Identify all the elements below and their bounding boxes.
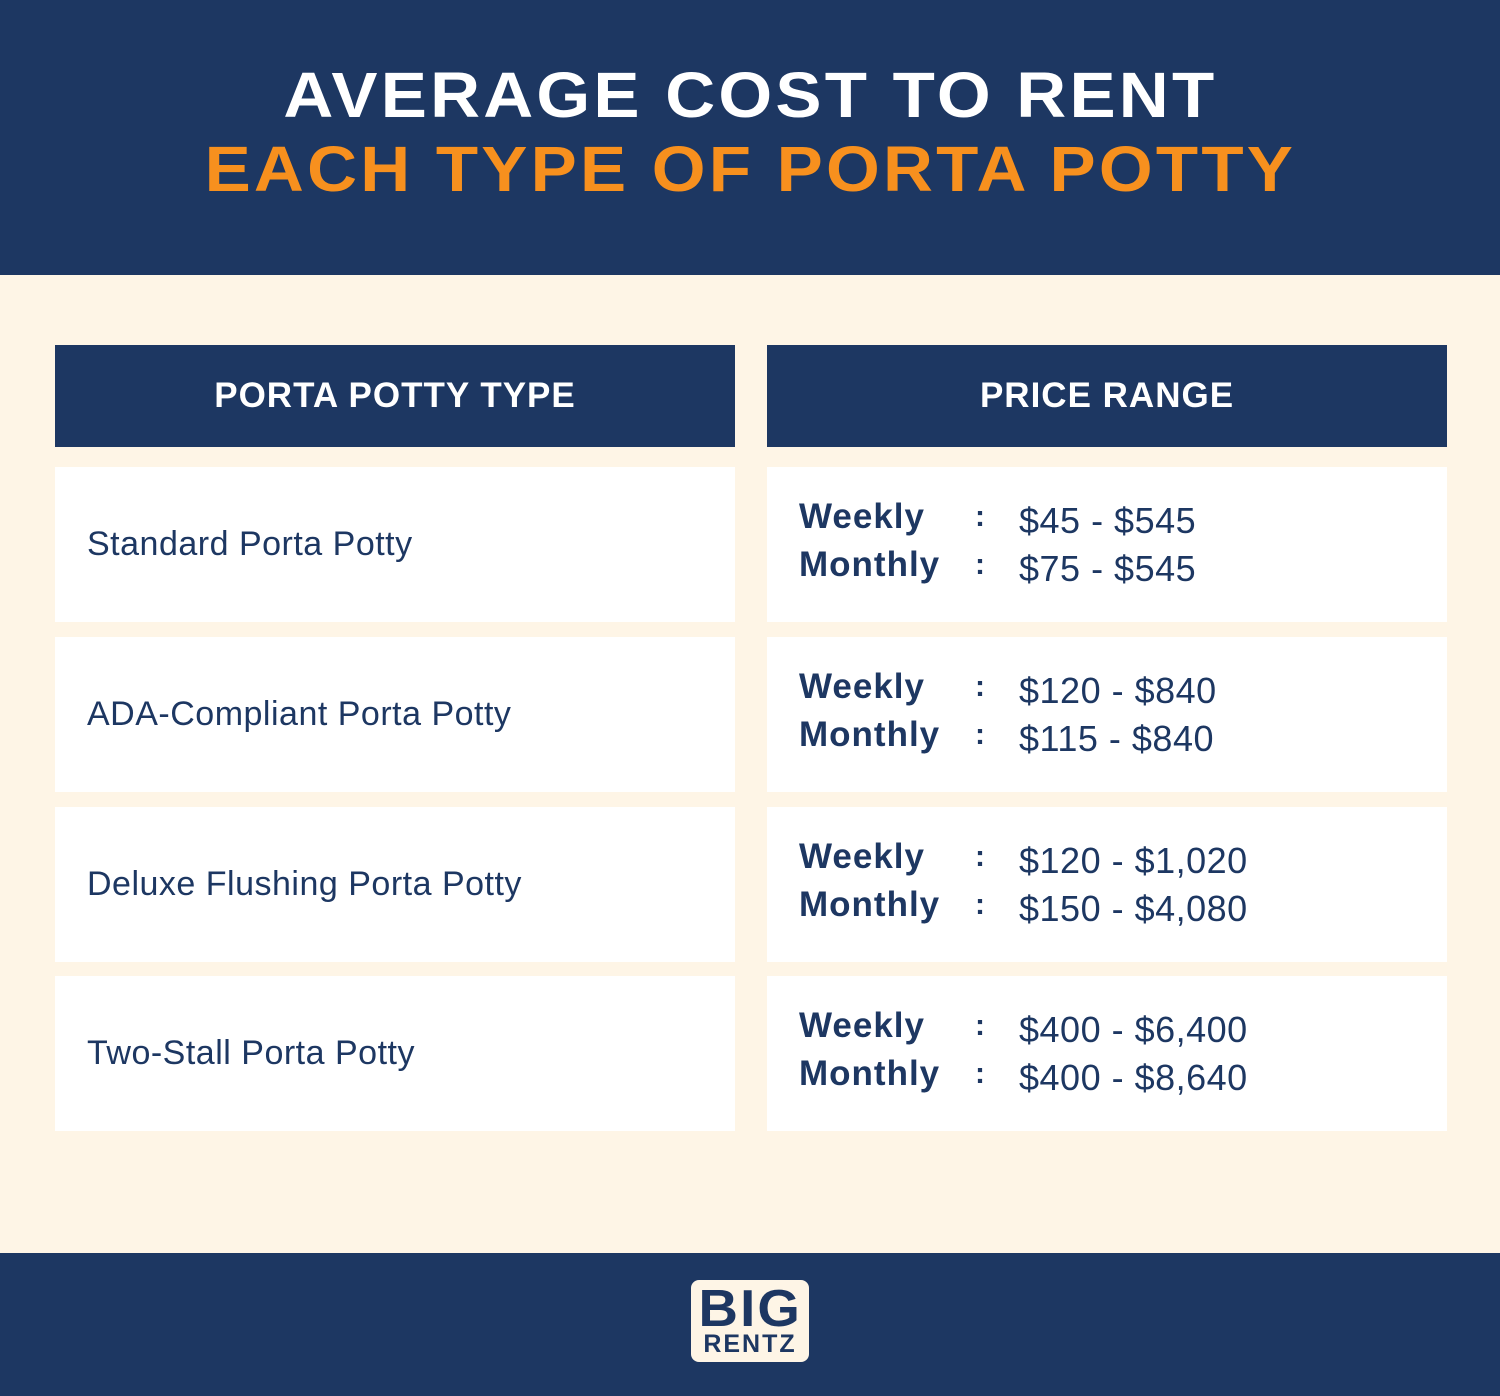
table-row-type-cell: Deluxe Flushing Porta Potty xyxy=(55,807,735,962)
price-value: $120 - $840 xyxy=(1019,670,1217,711)
price-value: $115 - $840 xyxy=(1019,718,1214,759)
price-label: Weekly xyxy=(799,667,925,706)
price-separator: : xyxy=(975,840,985,873)
logo-big-text: BIG xyxy=(698,1279,802,1338)
column-header-price: PRICE RANGE xyxy=(767,345,1447,447)
porta-potty-type: Two-Stall Porta Potty xyxy=(87,1034,415,1072)
price-block: Weekly : $120 - $1,020 Monthly : $150 - … xyxy=(799,833,1248,929)
price-separator: : xyxy=(975,1009,985,1042)
price-block: Weekly : $400 - $6,400 Monthly : $400 - … xyxy=(799,1002,1248,1098)
price-value: $400 - $6,400 xyxy=(1019,1009,1248,1050)
price-value: $75 - $545 xyxy=(1019,548,1197,589)
table-row-type-cell: ADA-Compliant Porta Potty xyxy=(55,637,735,792)
price-label: Monthly xyxy=(799,715,941,754)
price-label: Weekly xyxy=(799,837,925,876)
price-row-monthly: Monthly : $150 - $4,080 xyxy=(799,881,1248,929)
price-row-monthly: Monthly : $115 - $840 xyxy=(799,711,1217,759)
porta-potty-type: Deluxe Flushing Porta Potty xyxy=(87,865,522,903)
footer-banner: BIG RENTZ xyxy=(0,1253,1500,1396)
price-row-weekly: Weekly : $120 - $840 xyxy=(799,663,1217,711)
title-line-2: EACH TYPE OF PORTA POTTY xyxy=(204,132,1296,205)
price-row-monthly: Monthly : $75 - $545 xyxy=(799,541,1196,589)
column-header-type: PORTA POTTY TYPE xyxy=(55,345,735,447)
logo-rentz-text: RENTZ xyxy=(703,1329,797,1358)
price-separator: : xyxy=(975,670,985,703)
price-value: $150 - $4,080 xyxy=(1019,888,1248,929)
price-label: Monthly xyxy=(799,885,941,924)
title-line-1: AVERAGE COST TO RENT xyxy=(283,58,1217,131)
price-value: $400 - $8,640 xyxy=(1019,1057,1248,1098)
bigrentz-logo: BIG RENTZ xyxy=(691,1279,809,1362)
table-row-price-cell: Weekly : $45 - $545 Monthly : $75 - $545 xyxy=(767,467,1447,622)
price-row-weekly: Weekly : $45 - $545 xyxy=(799,493,1196,541)
price-separator: : xyxy=(975,1057,985,1090)
porta-potty-type: Standard Porta Potty xyxy=(87,525,413,563)
price-value: $45 - $545 xyxy=(1019,500,1197,541)
price-value: $120 - $1,020 xyxy=(1019,840,1248,881)
price-separator: : xyxy=(975,548,985,581)
title-banner: AVERAGE COST TO RENT EACH TYPE OF PORTA … xyxy=(0,0,1500,275)
price-block: Weekly : $45 - $545 Monthly : $75 - $545 xyxy=(799,493,1196,589)
table-row-type-cell: Standard Porta Potty xyxy=(55,467,735,622)
table-row-price-cell: Weekly : $120 - $1,020 Monthly : $150 - … xyxy=(767,807,1447,962)
price-label: Monthly xyxy=(799,1054,941,1093)
table-row-price-cell: Weekly : $120 - $840 Monthly : $115 - $8… xyxy=(767,637,1447,792)
price-label: Weekly xyxy=(799,1006,925,1045)
price-row-monthly: Monthly : $400 - $8,640 xyxy=(799,1050,1248,1098)
price-row-weekly: Weekly : $400 - $6,400 xyxy=(799,1002,1248,1050)
price-label: Monthly xyxy=(799,545,941,584)
price-row-weekly: Weekly : $120 - $1,020 xyxy=(799,833,1248,881)
price-separator: : xyxy=(975,718,985,751)
porta-potty-type: ADA-Compliant Porta Potty xyxy=(87,695,512,733)
price-separator: : xyxy=(975,888,985,921)
price-block: Weekly : $120 - $840 Monthly : $115 - $8… xyxy=(799,663,1217,759)
price-separator: : xyxy=(975,500,985,533)
table-row-type-cell: Two-Stall Porta Potty xyxy=(55,976,735,1131)
price-label: Weekly xyxy=(799,497,925,536)
table-row-price-cell: Weekly : $400 - $6,400 Monthly : $400 - … xyxy=(767,976,1447,1131)
